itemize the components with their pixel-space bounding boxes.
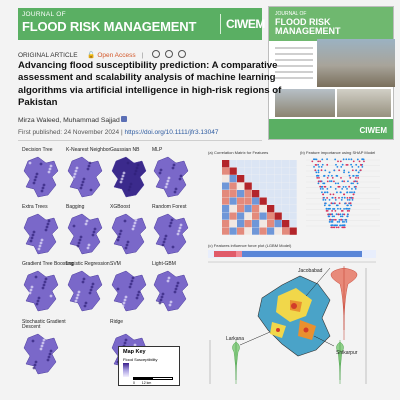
author-email-icon[interactable]: [120, 116, 127, 122]
map-label: MLP: [152, 147, 163, 153]
susceptibility-map: [23, 156, 59, 198]
article-meta: ORIGINAL ARTICLE 🔓 Open Access |: [18, 50, 186, 59]
panel-b-title: (b) Feature importance using SHAP Model: [300, 150, 376, 155]
nc-license-icon[interactable]: [177, 50, 186, 58]
map-label: XGBoost: [110, 204, 131, 210]
scale-bar: [133, 377, 173, 380]
correlation-matrix: [222, 160, 297, 235]
cover-name-small: JOURNAL OF: [275, 11, 307, 17]
cover-photo: [275, 89, 335, 117]
map-key: Map Key Flood Susceptibility 0 12 km: [118, 346, 180, 386]
place-shikarpur: Shikarpur: [336, 350, 358, 356]
susceptibility-map: [23, 213, 59, 255]
cover-photo: [337, 89, 391, 117]
meta-separator: |: [141, 52, 144, 59]
violin-shikarpur: [336, 340, 344, 384]
map-key-subtitle: Flood Susceptibility: [123, 357, 158, 362]
map-label: Decision Tree: [22, 147, 53, 153]
cc-license-icon[interactable]: [151, 50, 160, 58]
cover-photo-flood: [317, 39, 395, 87]
susceptibility-map: [111, 156, 147, 198]
map-label: Stochastic Gradient Descent: [22, 319, 66, 330]
violin-larkana: [232, 340, 240, 384]
by-license-icon[interactable]: [164, 50, 173, 58]
journal-cover-image[interactable]: JOURNAL OF FLOOD RISK MANAGEMENT CIWEM: [268, 6, 395, 140]
cover-name: FLOOD RISK MANAGEMENT: [275, 17, 341, 36]
journal-name: FLOOD RISK MANAGEMENT: [22, 19, 197, 34]
journal-name-small: JOURNAL OF: [22, 11, 66, 18]
study-area-map: [257, 275, 331, 357]
publication-info: First published: 24 November 2024 | http…: [18, 129, 219, 136]
map-label: Light-GBM: [152, 261, 176, 267]
divider: [18, 140, 262, 141]
susceptibility-map: [153, 156, 189, 198]
cover-header: [269, 7, 393, 41]
map-label: Ridge: [110, 319, 124, 325]
map-key-gradient: [123, 363, 129, 377]
force-plot: [208, 250, 376, 263]
map-label: Extra Trees: [22, 204, 48, 210]
susceptibility-map: [153, 213, 189, 255]
map-key-title: Map Key: [123, 349, 146, 355]
doi-link[interactable]: https://doi.org/10.1111/jfr3.13047: [124, 129, 219, 136]
scale-bar-label: 0 12 km: [133, 381, 152, 385]
author-list[interactable]: Mirza Waleed, Muhammad Sajjad: [18, 116, 127, 124]
ciwem-logo: CIWEM: [226, 17, 265, 31]
susceptibility-map: [153, 270, 189, 312]
map-label: Gaussian NB: [110, 147, 140, 153]
map-label: Random Forest: [152, 204, 187, 210]
map-label: Bagging: [66, 204, 85, 210]
susceptibility-map: [67, 156, 103, 198]
shap-plot: [306, 158, 380, 229]
publication-date: First published: 24 November 2024: [18, 129, 120, 136]
susceptibility-map: [23, 333, 59, 375]
panel-a-title: (a) Correlation Matrix for Features: [208, 150, 269, 155]
susceptibility-map: [67, 270, 103, 312]
map-label: Gradient Tree Boosting: [22, 261, 74, 267]
susceptibility-map: [67, 213, 103, 255]
map-label: Logistic Regression: [66, 261, 110, 267]
article-title: Advancing flood susceptibility predictio…: [18, 60, 282, 108]
banner-divider: [220, 14, 221, 34]
map-label: SVM: [110, 261, 121, 267]
cover-ciwem-logo: CIWEM: [359, 126, 387, 135]
cover-footer: [269, 119, 393, 139]
susceptibility-map: [23, 270, 59, 312]
susceptibility-map: [111, 213, 147, 255]
place-jacobabad: Jacobabad: [298, 268, 323, 274]
journal-banner[interactable]: JOURNAL OF FLOOD RISK MANAGEMENT CIWEM: [18, 8, 265, 40]
cover-text-lines: [275, 47, 313, 83]
susceptibility-map: [111, 270, 147, 312]
article-type: ORIGINAL ARTICLE: [18, 52, 78, 59]
open-access-badge[interactable]: 🔓 Open Access: [87, 52, 136, 59]
map-label: K-Nearest Neighbor: [66, 147, 111, 153]
panel-c-title: (c) Features influence force plot (LGBM …: [208, 243, 292, 248]
place-larkana: Larkana: [226, 336, 245, 342]
violin-jacobabad: [330, 266, 358, 340]
